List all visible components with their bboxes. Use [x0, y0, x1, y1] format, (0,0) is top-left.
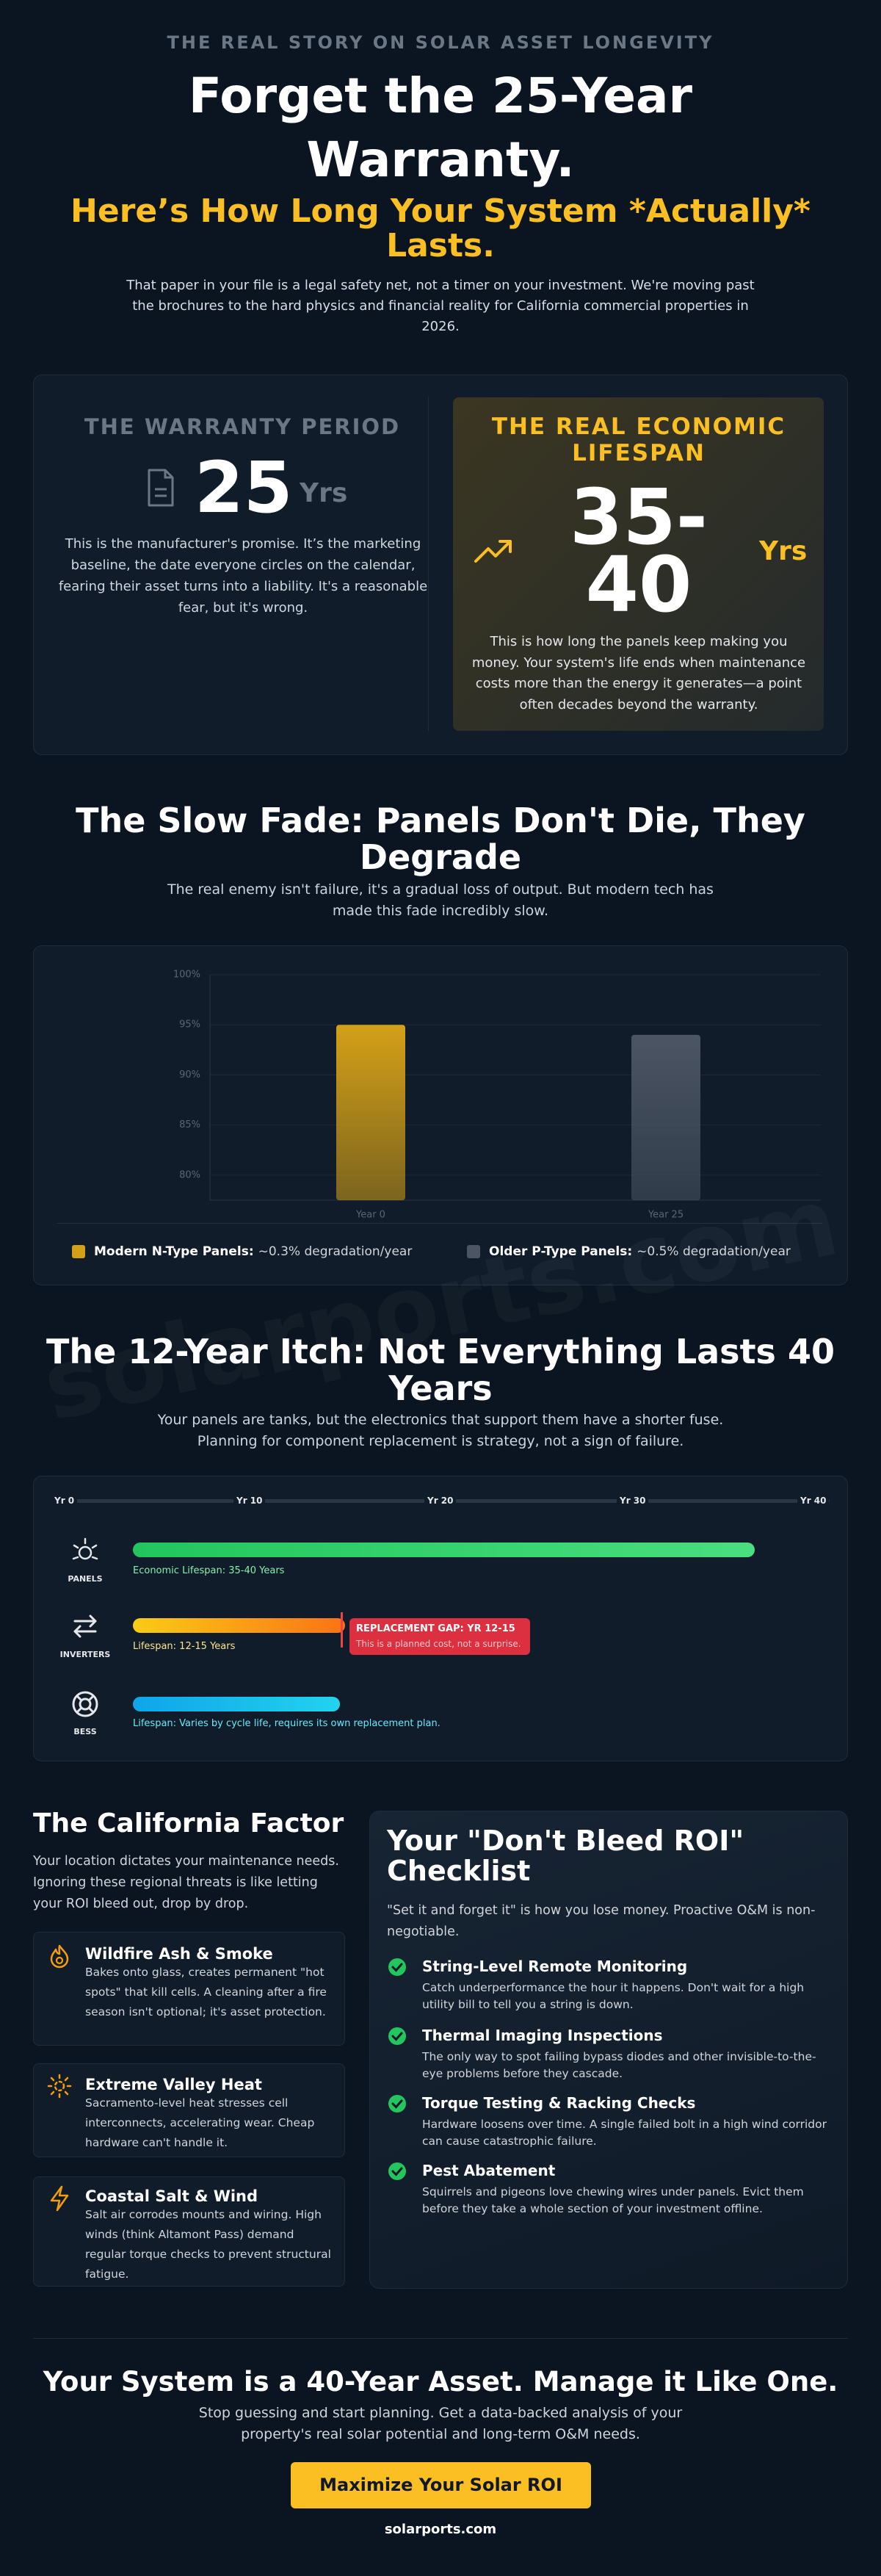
- check-text: The only way to spot failing bypass diod…: [422, 2050, 816, 2080]
- check-title: Pest Abatement: [422, 2162, 556, 2179]
- california-title: The California Factor: [33, 1808, 344, 1839]
- y-tick-label: 95%: [179, 1020, 200, 1031]
- lifespan-bar: [133, 1697, 340, 1711]
- row-note: Economic Lifespan: 35-40 Years: [133, 1565, 285, 1576]
- check-icon: [388, 2027, 406, 2045]
- threat-card: [33, 1932, 345, 2046]
- bess-icon: [72, 1691, 98, 1717]
- gap-box: [349, 1618, 530, 1655]
- section-title: The Slow Fade: Panels Don't Die, They De…: [76, 801, 805, 877]
- check-text: Squirrels and pigeons love chewing wires…: [422, 2185, 804, 2215]
- lifespan-bar: [133, 1618, 345, 1633]
- threat-text: Sacramento-level heat stresses cell inte…: [85, 2096, 315, 2149]
- gap-note: This is a planned cost, not a surprise.: [356, 1639, 521, 1649]
- check-text: Hardware loosens over time. A single fai…: [422, 2118, 827, 2148]
- gap-title: REPLACEMENT GAP: YR 12-15: [356, 1623, 515, 1634]
- scale-label: Yr 10: [233, 1495, 266, 1507]
- check-title: String-Level Remote Monitoring: [422, 1958, 688, 1975]
- lifespan-label: THE REAL ECONOMIC LIFESPAN: [491, 414, 786, 466]
- bar: [631, 1034, 700, 1200]
- title: Forget the 25-Year Warranty.: [188, 68, 693, 188]
- chart: 80% 85% 90% 95% 100% Year 0 Year 25: [173, 970, 821, 1221]
- check-text: Catch underperformance the hour it happe…: [422, 1981, 805, 2011]
- scale-label: Yr 30: [617, 1495, 649, 1507]
- warranty-unit: Yrs: [300, 478, 348, 508]
- checklist-title: Your "Don't Bleed ROI" Checklist: [387, 1825, 744, 1887]
- y-tick-label: 90%: [179, 1069, 200, 1080]
- threat-text: Salt air corrodes mounts and wiring. Hig…: [85, 2208, 331, 2281]
- intro: That paper in your file is a legal safet…: [126, 278, 755, 334]
- scale-label: Yr 20: [424, 1495, 457, 1507]
- row-note: Lifespan: 12-15 Years: [133, 1641, 236, 1652]
- inverters-icon: [73, 1614, 97, 1638]
- eyebrow: THE REAL STORY ON SOLAR ASSET LONGEVITY: [167, 32, 714, 53]
- section-title: The 12-Year Itch: Not Everything Lasts 4…: [46, 1332, 835, 1408]
- footer-divider: [33, 2338, 848, 2339]
- threat-card: [33, 2063, 345, 2157]
- fire-icon: [50, 1944, 69, 1969]
- legend: Modern N-Type Panels: ~0.3% degradation/y…: [72, 1241, 835, 1262]
- lifespan-box: [453, 397, 824, 731]
- scale-label: Yr 40: [797, 1495, 830, 1507]
- check-title: Torque Testing & Racking Checks: [422, 2094, 696, 2112]
- x-tick-label: Year 0: [355, 1210, 385, 1221]
- california-text: Your location dictates your maintenance …: [33, 1854, 339, 1911]
- panels-icon: [72, 1537, 98, 1560]
- checklist-intro: "Set it and forget it" is how you lose m…: [387, 1903, 816, 1939]
- trend-icon: [474, 540, 512, 563]
- legend-item: Older P-Type Panels: ~0.5% degradation/ye…: [467, 1241, 791, 1262]
- row-note: Lifespan: Varies by cycle life, requires…: [133, 1718, 440, 1729]
- site-link[interactable]: solarports.com: [384, 2522, 497, 2537]
- row-label: PANELS: [68, 1574, 103, 1584]
- wind-icon: [50, 2185, 69, 2212]
- chart-card: [33, 945, 848, 1285]
- scale-label: Yr 0: [51, 1495, 78, 1507]
- lifespan-unit: Yrs: [759, 536, 808, 566]
- footer-title: Your System is a 40-Year Asset. Manage i…: [43, 2366, 838, 2398]
- section-subtitle: The real enemy isn't failure, it's a gra…: [167, 881, 714, 919]
- y-tick-label: 100%: [173, 970, 200, 981]
- row-label: INVERTERS: [59, 1650, 111, 1659]
- threat-text: Bakes onto glass, creates permanent "hot…: [85, 1966, 327, 2018]
- warranty-number: 25: [195, 447, 293, 529]
- legend-description: ~0.5% degradation/year: [637, 1244, 791, 1259]
- legend-swatch: [467, 1245, 480, 1258]
- legend-divider: [57, 1223, 822, 1224]
- legend-item: Modern N-Type Panels: ~0.3% degradation/y…: [72, 1241, 412, 1262]
- row-label: BESS: [73, 1727, 97, 1736]
- footer-text: Stop guessing and start planning. Get a …: [198, 2405, 683, 2442]
- threat-title: Extreme Valley Heat: [85, 2076, 262, 2093]
- document-icon: [148, 469, 174, 507]
- threat-title: Wildfire Ash & Smoke: [85, 1945, 273, 1963]
- check-icon: [388, 1958, 406, 1976]
- lifespan-text: This is how long the panels keep making …: [471, 634, 806, 712]
- warranty-text: This is the manufacturer's promise. It’s…: [58, 536, 428, 616]
- lifespan-number: 35-40: [570, 472, 708, 629]
- legend-name: Older P-Type Panels:: [489, 1244, 633, 1259]
- warranty-label: THE WARRANTY PERIOD: [84, 414, 401, 439]
- gap-marker: [341, 1612, 343, 1648]
- legend-name: Modern N-Type Panels:: [94, 1244, 254, 1259]
- legend-swatch: [72, 1245, 85, 1258]
- legend-description: ~0.3% degradation/year: [258, 1244, 413, 1259]
- x-tick-label: Year 25: [648, 1210, 684, 1221]
- check-icon: [388, 2095, 406, 2113]
- threat-card: [33, 2176, 345, 2287]
- section-subtitle: Your panels are tanks, but the electroni…: [157, 1412, 724, 1449]
- lifespan-bar: [133, 1543, 755, 1557]
- y-tick-label: 85%: [179, 1119, 200, 1130]
- cta-button[interactable]: Maximize Your Solar ROI: [291, 2462, 591, 2508]
- check-icon: [388, 2162, 406, 2180]
- divider: [428, 397, 429, 731]
- checklist-card: [369, 1811, 848, 2289]
- heat-icon: [47, 2074, 72, 2099]
- check-icons: [388, 1958, 406, 2180]
- threat-title: Coastal Salt & Wind: [85, 2187, 258, 2205]
- y-tick-label: 80%: [179, 1169, 200, 1180]
- bar: [336, 1025, 405, 1200]
- check-title: Thermal Imaging Inspections: [422, 2027, 663, 2044]
- subtitle: Here’s How Long Your System *Actually* L…: [70, 192, 811, 264]
